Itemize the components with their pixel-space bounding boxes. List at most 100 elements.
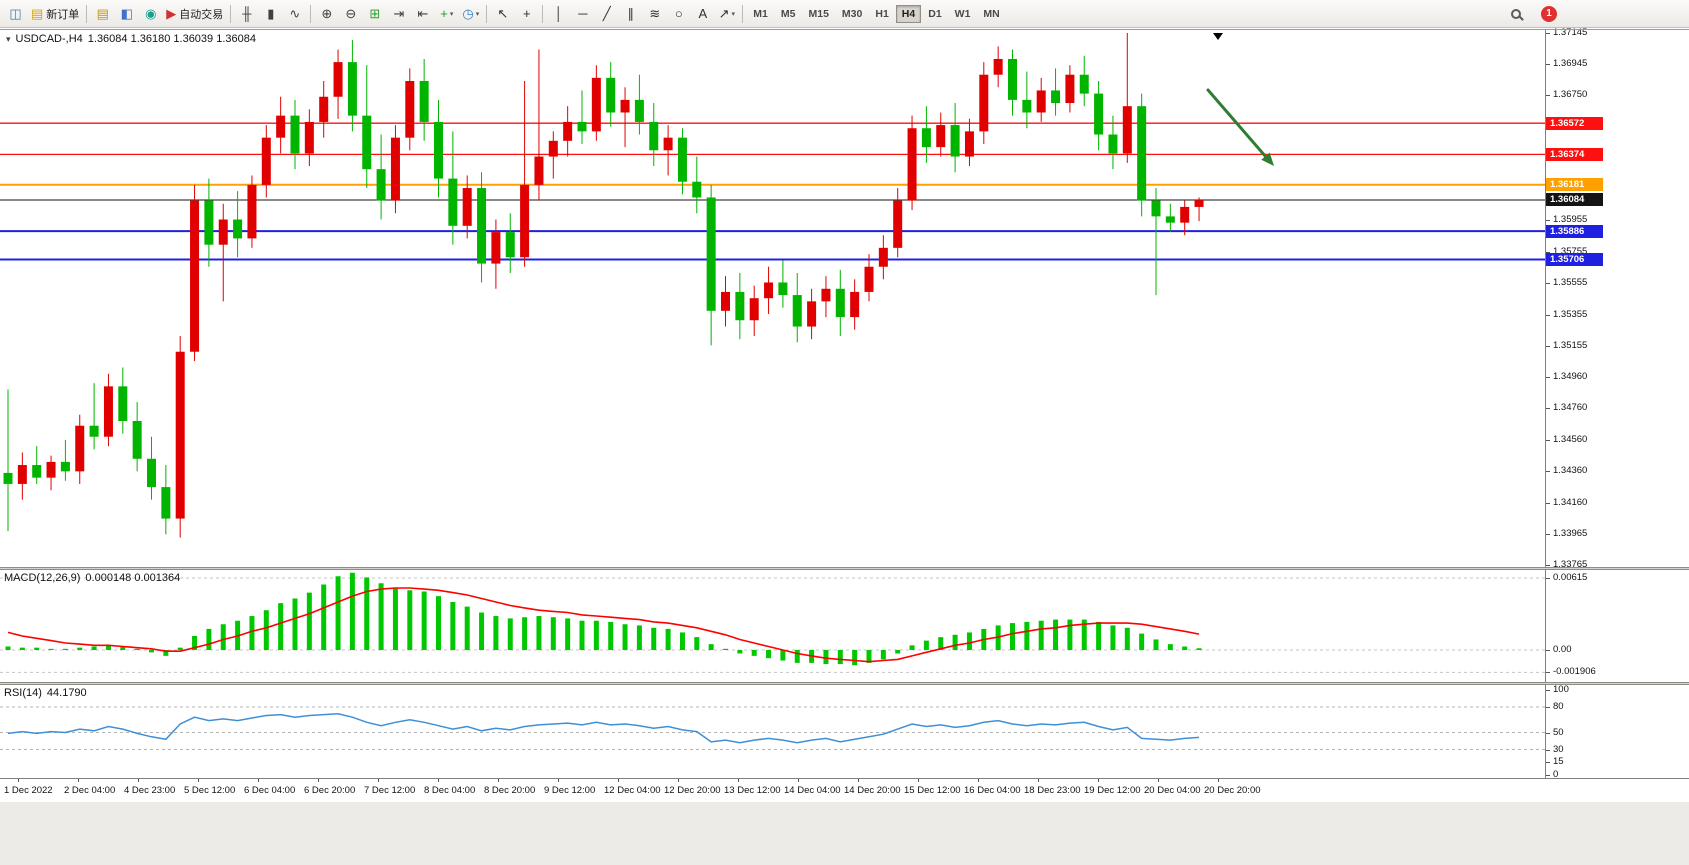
candles (3, 33, 1204, 538)
charts-window-icon-glyph: ◫ (9, 5, 22, 21)
price-axis-label: 1.35955 (1553, 214, 1588, 226)
toolbar: ◫ ▤ 新订单 ▤ ◧ ◉ ▶ 自动交易 ╫ ▮ ∿ ⊕ ⊖ ⊞ ⇥ ⇤ + ▾ ◷ ▾ ↖ + │ ─ ╱ ∥ ≋ ○ A ↗ ▾ M1 M5… (0, 0, 1689, 28)
macd-axis-label: 0.00 (1553, 644, 1572, 655)
one-click-trading-toggle[interactable]: ▾ (6, 33, 11, 44)
axis-tick (1546, 672, 1550, 674)
toolbar-separator (542, 4, 544, 23)
time-axis-tick (1098, 779, 1099, 782)
price-axis-label: 1.35755 (1553, 245, 1588, 257)
time-axis-tick (558, 779, 559, 782)
autotrading-button[interactable]: ▶ 自动交易 (163, 3, 226, 25)
cursor-icon[interactable]: ↖ (491, 3, 514, 25)
horizontal-line-icon[interactable]: ─ (571, 3, 594, 25)
new-order-button[interactable]: ▤ 新订单 (28, 3, 82, 25)
time-axis-label: 13 Dec 12:00 (724, 785, 781, 796)
indicators-icon[interactable]: + ▾ (435, 3, 458, 25)
price-badge-1.36374: 1.36374 (1546, 147, 1603, 161)
timeframe-button-m5[interactable]: M5 (780, 7, 796, 20)
time-axis-tick (798, 779, 799, 782)
chart-frame-border (0, 29, 1689, 30)
candle-chart-icon-glyph: ▮ (267, 5, 275, 21)
price-badge-1.35886: 1.35886 (1546, 224, 1603, 238)
arrows-tool-icon[interactable]: ↗ ▾ (715, 3, 738, 25)
macd-window-splitter[interactable] (0, 567, 1689, 570)
chevron-down-icon: ▾ (731, 10, 735, 18)
timeframe-button-h4[interactable]: H4 (895, 4, 922, 23)
time-axis-tick (438, 779, 439, 782)
axis-tick (1546, 439, 1550, 441)
magnifier-glyph (1510, 8, 1521, 19)
macd-canvas[interactable] (0, 570, 1545, 682)
line-chart-icon[interactable]: ∿ (283, 3, 306, 25)
arrows-tool-icon-glyph: ↗ (718, 5, 730, 21)
chart-shift-icon[interactable]: ⇤ (411, 3, 434, 25)
price-axis-label: 1.36750 (1553, 89, 1588, 101)
axis-tick (1546, 471, 1550, 473)
main-chart-canvas[interactable] (0, 30, 1545, 567)
zoom-in-icon-glyph: ⊕ (321, 5, 333, 21)
auto-scroll-icon[interactable]: ⇥ (387, 3, 410, 25)
time-axis-label: 5 Dec 12:00 (184, 785, 236, 796)
timeframe-button-h1[interactable]: H1 (875, 7, 889, 20)
rsi-axis-label: 100 (1553, 684, 1569, 695)
timeframe-button-w1[interactable]: W1 (954, 7, 971, 20)
data-window-icon[interactable]: ◧ (115, 3, 138, 25)
vertical-line-icon[interactable]: │ (547, 3, 570, 25)
trend-arrow-head (1261, 152, 1274, 166)
periods-icon[interactable]: ◷ ▾ (459, 3, 482, 25)
fibonacci-icon[interactable]: ≋ (643, 3, 666, 25)
autotrading-glyph: ▶ (166, 5, 177, 21)
time-axis-label: 6 Dec 20:00 (304, 785, 356, 796)
cursor-icon-glyph: ↖ (497, 5, 509, 21)
tile-windows-icon[interactable]: ⊞ (363, 3, 386, 25)
rsi-canvas[interactable] (0, 685, 1545, 778)
candle-chart-icon[interactable]: ▮ (259, 3, 282, 25)
rsi-window-splitter[interactable] (0, 682, 1689, 685)
charts-window-icon[interactable]: ◫ (4, 3, 27, 25)
auto-scroll-icon-glyph: ⇥ (393, 5, 405, 21)
timeframe-button-d1[interactable]: D1 (928, 7, 942, 20)
trendline-icon[interactable]: ╱ (595, 3, 618, 25)
zoom-out-icon[interactable]: ⊖ (339, 3, 362, 25)
timeframe-button-m1[interactable]: M1 (753, 7, 768, 20)
market-sound-ic-glyph: ◉ (145, 5, 157, 21)
shapes-icon[interactable]: ○ (667, 3, 690, 25)
time-axis-label: 2 Dec 04:00 (64, 785, 116, 796)
time-axis-tick (318, 779, 319, 782)
text-icon[interactable]: A (691, 3, 714, 25)
price-axis[interactable]: 1.371451.369451.367501.365501.363501.361… (1545, 27, 1689, 780)
profiles-icon[interactable]: ▤ (91, 3, 114, 25)
macd-signal-line (7, 587, 1200, 663)
time-axis-label: 9 Dec 12:00 (544, 785, 596, 796)
timeframe-button-m15[interactable]: M15 (808, 7, 829, 20)
timeframe-button-m30[interactable]: M30 (841, 7, 863, 20)
time-axis-label: 16 Dec 04:00 (964, 785, 1021, 796)
time-axis-label: 14 Dec 04:00 (784, 785, 841, 796)
price-axis-label: 1.34560 (1553, 433, 1588, 445)
vertical-line-icon-glyph: │ (554, 5, 563, 21)
chart-shift-icon-glyph: ⇤ (417, 5, 429, 21)
macd-label-bar: MACD(12,26,9) 0.000148 0.001364 (4, 572, 180, 584)
zoom-in-icon[interactable]: ⊕ (315, 3, 338, 25)
market-sound-ic[interactable]: ◉ (139, 3, 162, 25)
trend-arrow-annotation[interactable] (1206, 88, 1268, 159)
bar-chart-icon[interactable]: ╫ (235, 3, 258, 25)
indicators-icon-glyph: + (440, 5, 448, 21)
periods-icon-glyph: ◷ (462, 5, 474, 21)
channel-icon[interactable]: ∥ (619, 3, 642, 25)
zoom-out-icon-glyph: ⊖ (345, 5, 357, 21)
timeframe-button-mn[interactable]: MN (983, 7, 1000, 20)
crosshair-icon[interactable]: + (515, 3, 538, 25)
notification-badge[interactable]: 1 (1541, 5, 1557, 22)
toolbar-separator (86, 4, 88, 23)
price-badge-1.36084: 1.36084 (1546, 193, 1603, 207)
time-axis-tick (378, 779, 379, 782)
price-badge-1.36572: 1.36572 (1546, 116, 1603, 130)
time-axis-tick (1158, 779, 1159, 782)
axis-tick (1546, 64, 1550, 66)
time-axis[interactable]: 1 Dec 2022 2 Dec 04:00 4 Dec 23:00 5 Dec 12… (0, 778, 1689, 802)
search-icon[interactable] (1504, 3, 1527, 25)
rsi-axis-label: 15 (1553, 756, 1564, 768)
time-axis-label: 6 Dec 04:00 (244, 785, 296, 796)
axis-tick (1546, 346, 1550, 348)
